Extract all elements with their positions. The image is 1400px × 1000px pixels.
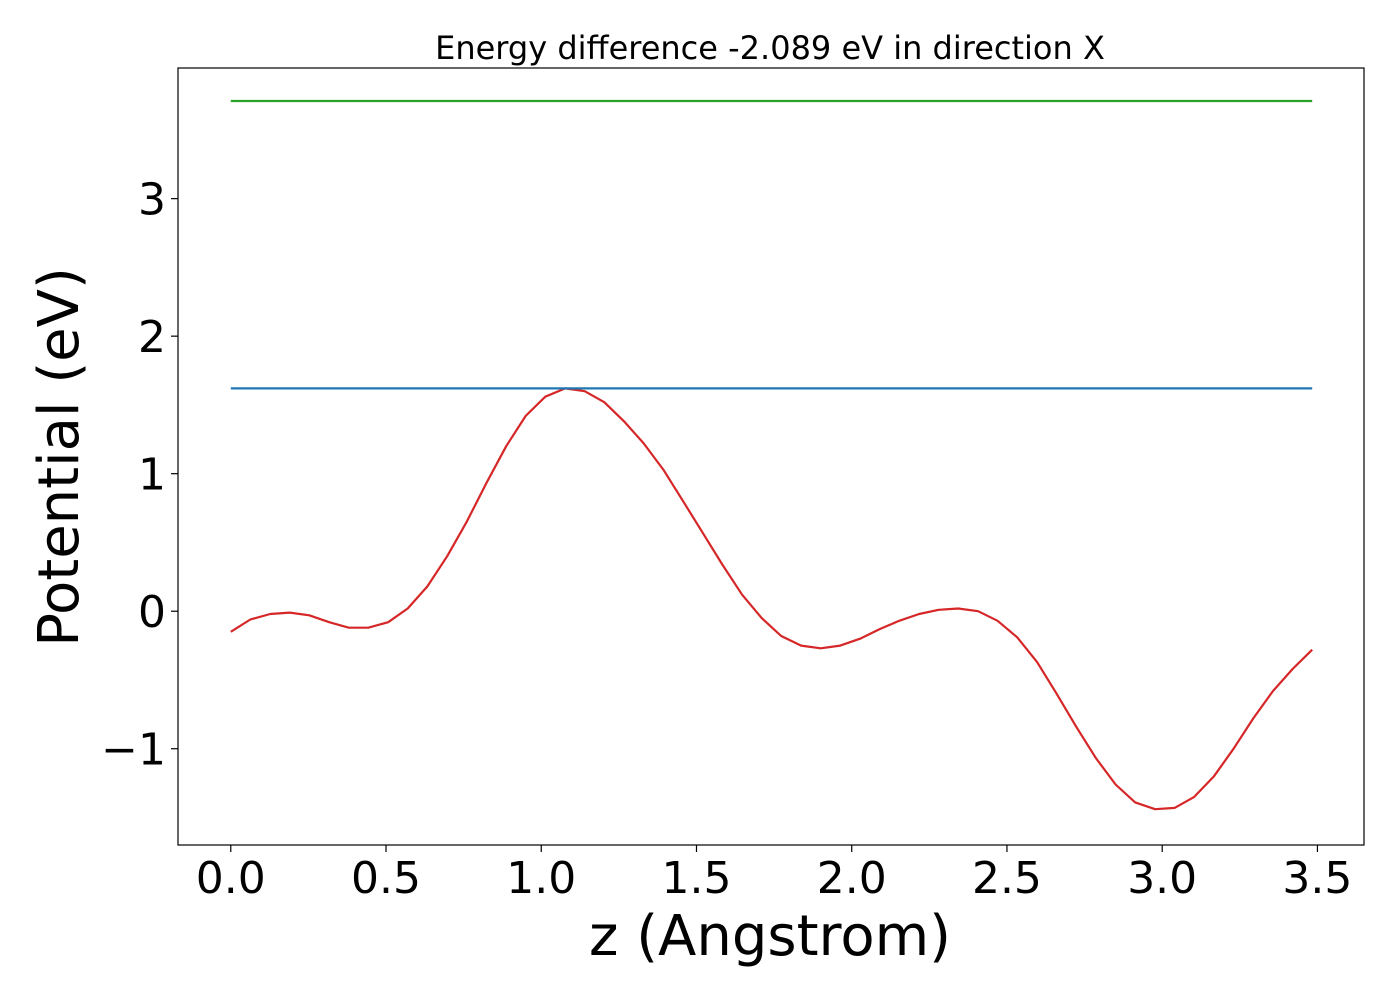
series-layer bbox=[230, 99, 1313, 811]
x-tick-label: 2.0 bbox=[817, 853, 887, 904]
y-axis-label: Potential (eV) bbox=[27, 267, 92, 647]
y-tick-label: 3 bbox=[138, 175, 166, 226]
y-tick-label: −1 bbox=[101, 725, 166, 776]
x-tick-label: 0.0 bbox=[196, 853, 266, 904]
x-tick-label: 0.5 bbox=[351, 853, 421, 904]
x-tick-label: 1.0 bbox=[506, 853, 576, 904]
x-axis-label: z (Angstrom) bbox=[589, 904, 951, 969]
x-tick-label: 3.5 bbox=[1282, 853, 1352, 904]
x-tick-label: 2.5 bbox=[972, 853, 1042, 904]
chart-title: Energy difference -2.089 eV in direction… bbox=[435, 29, 1105, 67]
x-tick-label: 3.0 bbox=[1127, 853, 1197, 904]
y-tick-label: 0 bbox=[138, 587, 166, 638]
x-axis: 0.0 0.5 1.0 1.5 2.0 2.5 3.0 3.5 bbox=[196, 845, 1352, 904]
series-line-1 bbox=[230, 387, 1313, 811]
y-axis: −1 0 1 2 3 bbox=[101, 175, 178, 776]
x-tick-label: 1.5 bbox=[661, 853, 731, 904]
y-tick-label: 2 bbox=[138, 312, 166, 363]
plot-frame bbox=[177, 67, 1365, 846]
y-tick-label: 1 bbox=[138, 450, 166, 501]
